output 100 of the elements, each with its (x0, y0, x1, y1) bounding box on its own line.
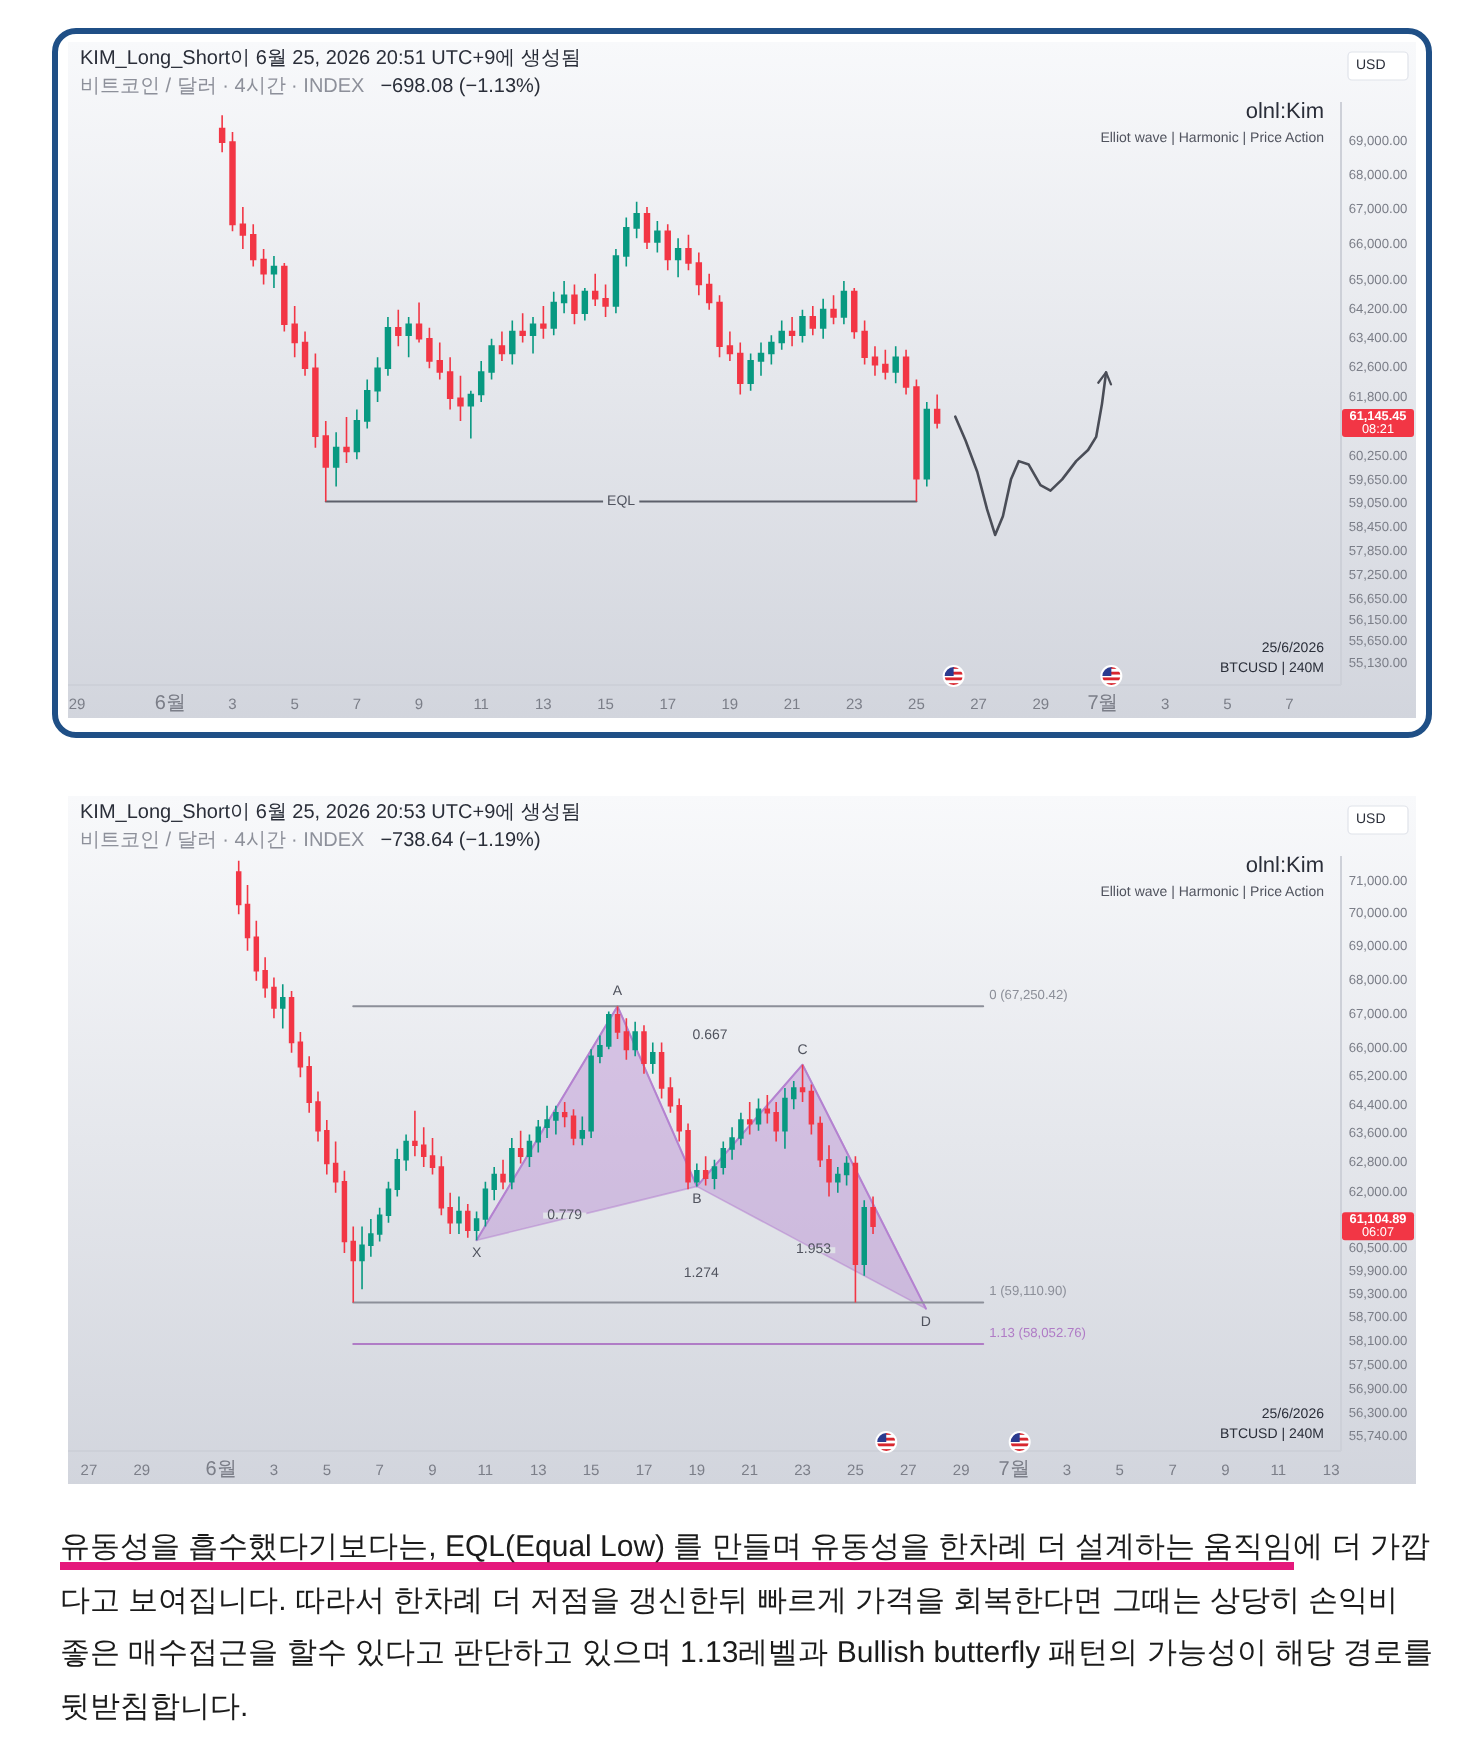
candlestick (892, 345, 899, 385)
candlestick (861, 319, 868, 366)
candlestick (467, 389, 475, 440)
candlestick (374, 356, 381, 403)
candlestick (488, 338, 495, 381)
candlestick (694, 1162, 700, 1188)
candlestick (560, 280, 568, 315)
text: −698.08 (−1.13%) (380, 76, 541, 98)
candlestick (446, 356, 454, 411)
candlestick (788, 316, 796, 347)
candlestick (509, 319, 516, 366)
candlestick (364, 378, 371, 430)
candlestick (498, 330, 506, 362)
candlestick (301, 330, 309, 377)
candlestick (229, 131, 236, 233)
candlestick (746, 1101, 753, 1136)
candlestick (322, 420, 329, 503)
candlestick (436, 341, 443, 381)
candlestick (726, 330, 734, 362)
candlestick (456, 1195, 462, 1235)
candlestick (773, 1101, 779, 1143)
candlestick (602, 283, 609, 318)
candlestick (457, 374, 464, 422)
candlestick (591, 272, 599, 307)
chart-title: KIM_Long_Short이 6월 25, 2026 20:51 UTC+9에 생성됨 (80, 48, 581, 70)
candlestick (809, 305, 817, 336)
candlestick (350, 1225, 356, 1304)
candlestick (270, 255, 278, 289)
candlestick (702, 1155, 709, 1187)
candlestick (526, 1133, 533, 1168)
candlestick (385, 1180, 392, 1224)
candlestick (902, 349, 910, 396)
candlestick (395, 308, 402, 347)
annotation: olnl:Kim (1245, 100, 1324, 124)
candlestick (250, 223, 257, 268)
candlestick (288, 990, 295, 1054)
candlestick (540, 305, 547, 340)
candlestick (239, 206, 247, 250)
candlestick (843, 1155, 850, 1187)
candlestick (664, 223, 671, 271)
candlestick (384, 316, 392, 377)
candlestick (705, 272, 713, 311)
candlestick (570, 1108, 577, 1147)
candlestick (695, 251, 703, 297)
candlestick (871, 345, 879, 377)
candlestick (509, 1137, 515, 1190)
candlestick (550, 290, 557, 336)
candlestick (643, 206, 651, 250)
candlestick (244, 884, 251, 952)
candlestick (913, 378, 920, 503)
candlestick (415, 301, 423, 344)
candlestick (343, 416, 350, 464)
candlestick (685, 234, 692, 271)
text: 유동성을 흡수했다기보다는, EQL(Equal Low) 를 만들며 유동성을 한차례 더 설계하는 움직임에 더 가깝다고 보여집니다. 따라서 한차례 더 저점을 갱신한뒤 빠르게 가격을 회복한다면 그때는 상당히 손익비 좋은 매수접근을 할수 있다고 판단하고 있으며 1.13레벨과 Bullish butterfly 패턴의 가능성이 해당 경로를 뒷받침합니다. (60, 1528, 1436, 1727)
candlestick (332, 431, 340, 488)
candlestick (852, 1155, 859, 1304)
chart-title: KIM_Long_Short이 6월 25, 2026 20:53 UTC+9에 생성됨 (80, 802, 581, 824)
candlestick (529, 316, 537, 355)
candlestick (218, 114, 226, 153)
candlestick (517, 1129, 524, 1165)
candlestick (851, 287, 858, 340)
candlestick (519, 312, 526, 344)
x-tick-label: 7월 (998, 1459, 1030, 1481)
candlestick (737, 341, 744, 396)
candlestick (581, 287, 589, 322)
candlestick (711, 1158, 718, 1190)
candlestick (473, 1210, 480, 1241)
candlestick (612, 248, 620, 315)
candlestick (235, 860, 242, 916)
candlestick (260, 248, 267, 286)
candlestick (799, 308, 806, 344)
candlestick (561, 1101, 568, 1128)
candlestick (500, 1158, 506, 1190)
chart-subtitle: 비트코인 / 달러 · 4시간 · INDEX (80, 830, 366, 852)
candlestick (312, 352, 319, 449)
candlestick (650, 1041, 656, 1075)
candlestick (747, 352, 754, 392)
candlestick (353, 408, 361, 460)
candlestick (429, 1137, 436, 1176)
candlestick (658, 1041, 665, 1100)
candlestick (477, 360, 485, 403)
text: −738.64 (−1.19%) (380, 830, 541, 852)
candlestick (882, 349, 889, 381)
candlestick (870, 1195, 876, 1235)
x-tick-label: 6월 (154, 693, 186, 715)
candlestick (674, 237, 682, 279)
chart-subtitle: 비트코인 / 달러 · 4시간 · INDEX (80, 76, 366, 98)
annotation: olnl:Kim (1245, 854, 1324, 878)
candlestick (654, 220, 661, 254)
candlestick (799, 1063, 806, 1103)
candlestick (757, 341, 765, 377)
candlestick (778, 319, 785, 351)
candlestick (923, 401, 931, 488)
candlestick (614, 1005, 621, 1040)
candlestick (426, 327, 433, 370)
x-tick-label: 7월 (1087, 693, 1119, 715)
candlestick (819, 298, 827, 340)
candlestick (465, 1203, 471, 1239)
candlestick (341, 1169, 348, 1254)
candlestick (641, 1024, 647, 1075)
